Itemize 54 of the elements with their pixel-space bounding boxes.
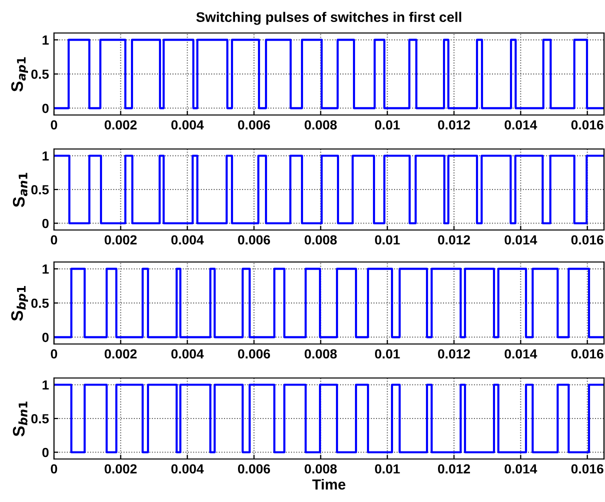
- x-tick-label: 0: [50, 120, 58, 130]
- x-tick-label: 0.002: [104, 349, 137, 359]
- y-tick-label: 0: [42, 332, 49, 342]
- x-tick-label: 0.004: [171, 120, 204, 130]
- x-tick-label: 0.014: [504, 235, 538, 245]
- x-tick-label: 0.014: [504, 464, 538, 474]
- x-tick-label: 0.002: [104, 235, 137, 245]
- x-tick-label: 0.012: [438, 349, 470, 359]
- x-tick-label: 0.002: [104, 464, 137, 474]
- y-axis-title: S$_{ap1}$: [11, 57, 28, 92]
- y-tick-label: 1: [42, 264, 49, 274]
- x-tick-label: 0.01: [375, 464, 400, 474]
- y-tick-label: 0.5: [31, 70, 49, 79]
- x-tick-label: 0.012: [438, 120, 470, 130]
- x-tick-label: 0.012: [438, 235, 470, 245]
- y-tick-label: 0.5: [31, 298, 49, 308]
- x-tick-label: 0.006: [238, 464, 270, 474]
- x-tick-label: 0.002: [104, 120, 137, 130]
- x-tick-label: 0.004: [171, 235, 204, 245]
- y-axis-title: S$_{bn1}$: [12, 402, 28, 436]
- x-tick-label: 0.006: [238, 120, 270, 130]
- y-axis-title: S$_{an1}$: [12, 172, 28, 208]
- x-tick-label: 0.014: [504, 349, 538, 359]
- x-tick-label: 0: [50, 235, 58, 245]
- y-tick-label: 0: [42, 218, 49, 228]
- y-tick-label: 1: [42, 380, 49, 390]
- chart-title: Switching pulses of switches in first cell: [196, 12, 462, 25]
- y-axis-title: S$_{bp1}$: [11, 286, 28, 321]
- x-tick-label: 0.008: [304, 464, 337, 474]
- x-tick-label: 0.006: [238, 349, 270, 359]
- x-tick-label: 0.008: [304, 235, 337, 245]
- x-tick-label: 0.016: [571, 120, 604, 130]
- x-axis-title: Time: [312, 478, 346, 490]
- x-tick-label: 0.012: [438, 464, 470, 474]
- x-tick-label: 0.016: [571, 464, 604, 474]
- y-tick-label: 0: [42, 448, 49, 458]
- y-tick-label: 1: [42, 36, 49, 45]
- x-tick-label: 0: [50, 464, 58, 474]
- y-tick-label: 0.5: [31, 414, 49, 424]
- x-tick-label: 0.014: [504, 120, 538, 130]
- x-tick-label: 0.01: [375, 349, 400, 359]
- x-tick-label: 0.004: [171, 349, 204, 359]
- x-tick-label: 0.008: [304, 349, 337, 359]
- x-tick-label: 0.016: [571, 235, 604, 245]
- y-tick-label: 0: [42, 104, 49, 114]
- x-tick-label: 0.008: [304, 120, 337, 130]
- y-tick-label: 1: [42, 151, 49, 161]
- y-tick-label: 0.5: [31, 185, 49, 194]
- x-tick-label: 0.016: [571, 349, 604, 359]
- x-tick-label: 0.006: [238, 235, 270, 245]
- x-tick-label: 0.01: [375, 235, 400, 245]
- x-tick-label: 0.01: [375, 120, 400, 130]
- x-tick-label: 0: [50, 349, 58, 359]
- x-tick-label: 0.004: [171, 464, 204, 474]
